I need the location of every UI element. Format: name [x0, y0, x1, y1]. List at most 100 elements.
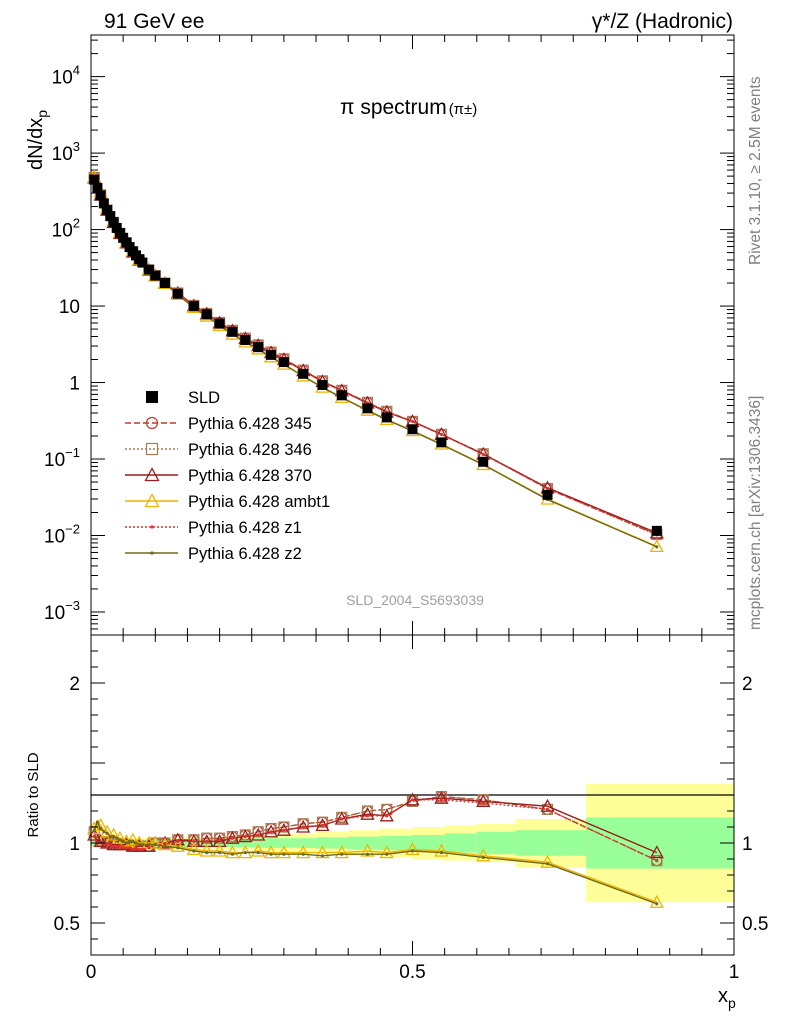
data-point	[92, 828, 96, 832]
data-point	[251, 827, 266, 841]
legend-item: Pythia 6.428 346	[125, 441, 312, 459]
main-ytick-label: 10−3	[44, 598, 80, 624]
data-point	[98, 198, 109, 209]
data-point	[278, 357, 289, 368]
data-point	[651, 854, 663, 867]
data-point	[651, 525, 662, 536]
data-point	[115, 836, 119, 840]
ratio-band-inner	[348, 836, 381, 850]
data-point	[365, 814, 370, 818]
ratio-band-inner	[316, 837, 349, 849]
main-ytick-label: 1	[69, 374, 80, 395]
data-point	[125, 832, 140, 846]
ratio-series-5	[92, 798, 659, 863]
data-point	[205, 839, 209, 844]
data-point	[406, 795, 419, 808]
ratio-band-inner	[515, 830, 587, 856]
series-line	[93, 177, 658, 536]
main-ytick-label: 103	[52, 139, 80, 165]
series-4	[87, 169, 664, 553]
data-point	[481, 801, 485, 805]
data-point	[407, 424, 418, 435]
data-point	[240, 334, 251, 345]
data-point	[115, 844, 119, 848]
data-point	[252, 826, 264, 838]
data-point	[170, 838, 185, 852]
data-point	[381, 412, 392, 423]
data-point	[147, 843, 151, 847]
ratio-band-inner	[412, 835, 445, 851]
legend-label: Pythia 6.428 370	[188, 467, 312, 485]
data-point	[360, 806, 375, 820]
series-line	[93, 177, 658, 534]
main-plot: 10−3 10−2 10−1 1 10 102 103 104 dN/dxp π spectr…	[25, 34, 735, 636]
data-point	[434, 843, 449, 857]
data-point	[144, 467, 160, 482]
ratio-xtick-label: 0	[86, 962, 97, 983]
data-point	[296, 845, 311, 859]
data-point	[134, 841, 138, 845]
data-point	[218, 851, 222, 855]
ratio-band-inner	[251, 838, 284, 848]
data-point	[655, 902, 659, 906]
data-point	[150, 270, 161, 281]
data-point	[105, 843, 109, 847]
ratio-band-inner	[380, 835, 413, 851]
data-point	[298, 368, 309, 379]
data-point	[199, 843, 214, 857]
data-point	[266, 349, 277, 360]
ratio-xtick-label: 0.5	[399, 962, 425, 983]
data-point	[118, 844, 122, 848]
legend-label: Pythia 6.428 z2	[188, 545, 302, 563]
data-point	[214, 832, 226, 844]
data-point	[545, 487, 550, 491]
main-ytick-label: 102	[52, 216, 80, 242]
ratio-plot: 0.5 0.5 1 1 2 2 0 0.5 1 Ratio to SLD xp	[25, 634, 768, 1011]
data-point	[243, 851, 247, 855]
data-point	[317, 379, 328, 390]
data-point	[439, 798, 444, 802]
data-point	[545, 862, 550, 866]
data-point	[145, 442, 159, 456]
data-point	[137, 843, 141, 847]
data-point	[410, 849, 415, 853]
data-point	[89, 174, 100, 185]
data-point	[118, 838, 122, 842]
data-point	[405, 792, 420, 806]
ratio-plot-ticks	[90, 634, 735, 956]
legend-item: Pythia 6.428 370	[125, 467, 312, 485]
ratio-ytick-label: 2	[69, 674, 80, 695]
data-point	[192, 849, 196, 853]
data-point	[256, 851, 260, 855]
data-point	[365, 852, 370, 856]
data-point	[201, 832, 213, 844]
data-point	[143, 264, 154, 275]
data-point	[340, 817, 344, 821]
ratio-band-inner	[444, 833, 477, 853]
data-point	[137, 847, 141, 852]
data-point	[140, 843, 145, 847]
data-point	[111, 222, 122, 233]
data-point	[153, 843, 157, 847]
data-point	[253, 342, 264, 353]
data-point	[188, 301, 199, 312]
data-point	[99, 827, 103, 831]
data-point	[297, 818, 309, 830]
data-point	[212, 843, 227, 857]
data-point	[434, 790, 449, 804]
ratio-ytick-label-right: 1	[742, 834, 753, 855]
data-point	[476, 794, 491, 808]
data-point	[131, 847, 135, 852]
series-1	[88, 171, 663, 541]
series-line	[93, 176, 658, 548]
data-point	[205, 851, 209, 855]
data-point	[111, 844, 116, 848]
ratio-ytick-label-right: 2	[742, 674, 753, 695]
ratio-series-line	[93, 795, 658, 862]
data-point	[230, 836, 235, 840]
series-line	[93, 177, 658, 536]
data-point	[157, 835, 173, 849]
data-point	[256, 833, 260, 837]
legend: SLD Pythia 6.428 345 Pythia 6.428 346 Pythi…	[125, 389, 330, 563]
